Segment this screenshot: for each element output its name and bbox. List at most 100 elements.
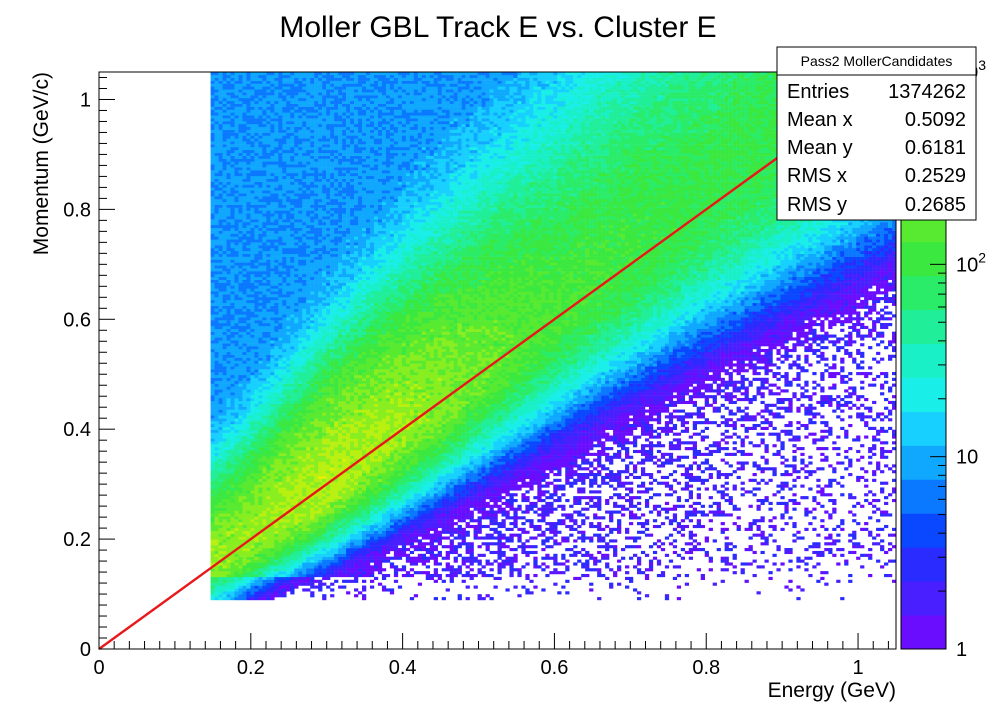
heatmap-cell [282, 190, 287, 194]
heatmap-cell [258, 227, 263, 231]
heatmap-cell [230, 412, 235, 416]
heatmap-cell [262, 435, 267, 439]
heatmap-cell [238, 311, 243, 315]
heatmap-cell [294, 475, 299, 480]
heatmap-cell [282, 415, 287, 419]
heatmap-cell [294, 340, 299, 344]
heatmap-cell [282, 588, 287, 592]
heatmap-cell [242, 236, 247, 240]
heatmap-cell [278, 363, 283, 367]
heatmap-cell [242, 247, 247, 252]
heatmap-cell [242, 403, 247, 407]
heatmap-cell [298, 473, 303, 477]
heatmap-cell [214, 519, 219, 523]
heatmap-cell [262, 467, 267, 471]
heatmap-cell [310, 271, 315, 275]
heatmap-cell [218, 147, 223, 151]
heatmap-cell [282, 559, 287, 563]
heatmap-cell [266, 213, 271, 217]
heatmap-cell [270, 334, 275, 338]
heatmap-cell [254, 273, 259, 278]
heatmap-cell [238, 395, 243, 399]
heatmap-cell [238, 172, 243, 177]
heatmap-cell [314, 412, 319, 416]
heatmap-cell [210, 548, 215, 552]
heatmap-cell [266, 545, 271, 549]
heatmap-cell [254, 302, 259, 306]
heatmap-cell [318, 383, 323, 387]
heatmap-cell [210, 484, 215, 488]
heatmap-cell [242, 386, 247, 390]
heatmap-cell [270, 170, 275, 174]
heatmap-cell [310, 573, 315, 578]
heatmap-cell [238, 265, 243, 269]
heatmap-cell [282, 92, 287, 96]
heatmap-cell [230, 184, 235, 188]
heatmap-cell [258, 426, 263, 430]
heatmap-cell [258, 181, 263, 185]
heatmap-cell [214, 268, 219, 272]
heatmap-cell [230, 467, 235, 471]
heatmap-cell [242, 415, 247, 419]
heatmap-cell [294, 357, 299, 361]
heatmap-cell [258, 550, 263, 555]
heatmap-cell [294, 536, 299, 540]
heatmap-cell [250, 487, 255, 491]
heatmap-cell [222, 565, 227, 569]
heatmap-cell [250, 323, 255, 327]
heatmap-cell [242, 253, 247, 257]
heatmap-cell [310, 423, 315, 428]
heatmap-cell [250, 123, 255, 128]
heatmap-cell [298, 418, 303, 422]
heatmap-cell [254, 464, 259, 468]
heatmap-cell [246, 294, 251, 298]
heatmap-cell [294, 123, 299, 128]
heatmap-cell [274, 92, 279, 96]
heatmap-cell [266, 573, 271, 578]
heatmap-cell [210, 539, 215, 543]
heatmap-cell [246, 285, 251, 289]
heatmap-cell [290, 297, 295, 301]
heatmap-cell [278, 109, 283, 113]
heatmap-cell [310, 421, 315, 425]
heatmap-cell [310, 155, 315, 159]
heatmap-cell [266, 374, 271, 379]
heatmap-cell [230, 210, 235, 214]
heatmap-cell [234, 556, 239, 560]
heatmap-cell [278, 198, 283, 203]
heatmap-cell [294, 392, 299, 396]
heatmap-cell [282, 242, 287, 246]
heatmap-cell [254, 478, 259, 482]
heatmap-cell [286, 403, 291, 407]
heatmap-cell [230, 527, 235, 531]
heatmap-cell [266, 256, 271, 260]
heatmap-cell [262, 340, 267, 344]
heatmap-cell [214, 242, 219, 246]
heatmap-cell [250, 372, 255, 376]
heatmap-cell [262, 230, 267, 234]
heatmap-cell [302, 294, 307, 298]
heatmap-cell [226, 412, 231, 416]
heatmap-cell [238, 516, 243, 520]
heatmap-cell [298, 250, 303, 254]
heatmap-cell [282, 377, 287, 381]
heatmap-cell [266, 400, 271, 405]
heatmap-cell [262, 187, 267, 191]
heatmap-cell [270, 351, 275, 355]
heatmap-cell [250, 346, 255, 350]
heatmap-cell [286, 533, 291, 537]
heatmap-cell [238, 323, 243, 327]
heatmap-cell [274, 291, 279, 295]
heatmap-cell [226, 170, 231, 174]
heatmap-cell [250, 256, 255, 260]
heatmap-cell [238, 204, 243, 208]
heatmap-cell [218, 360, 223, 364]
heatmap-cell [282, 132, 287, 136]
heatmap-cell [214, 247, 219, 252]
heatmap-cell [310, 294, 315, 298]
heatmap-cell [242, 178, 247, 182]
heatmap-cell [250, 354, 255, 358]
heatmap-cell [286, 406, 291, 410]
heatmap-cell [270, 475, 275, 480]
heatmap-cell [310, 594, 315, 598]
